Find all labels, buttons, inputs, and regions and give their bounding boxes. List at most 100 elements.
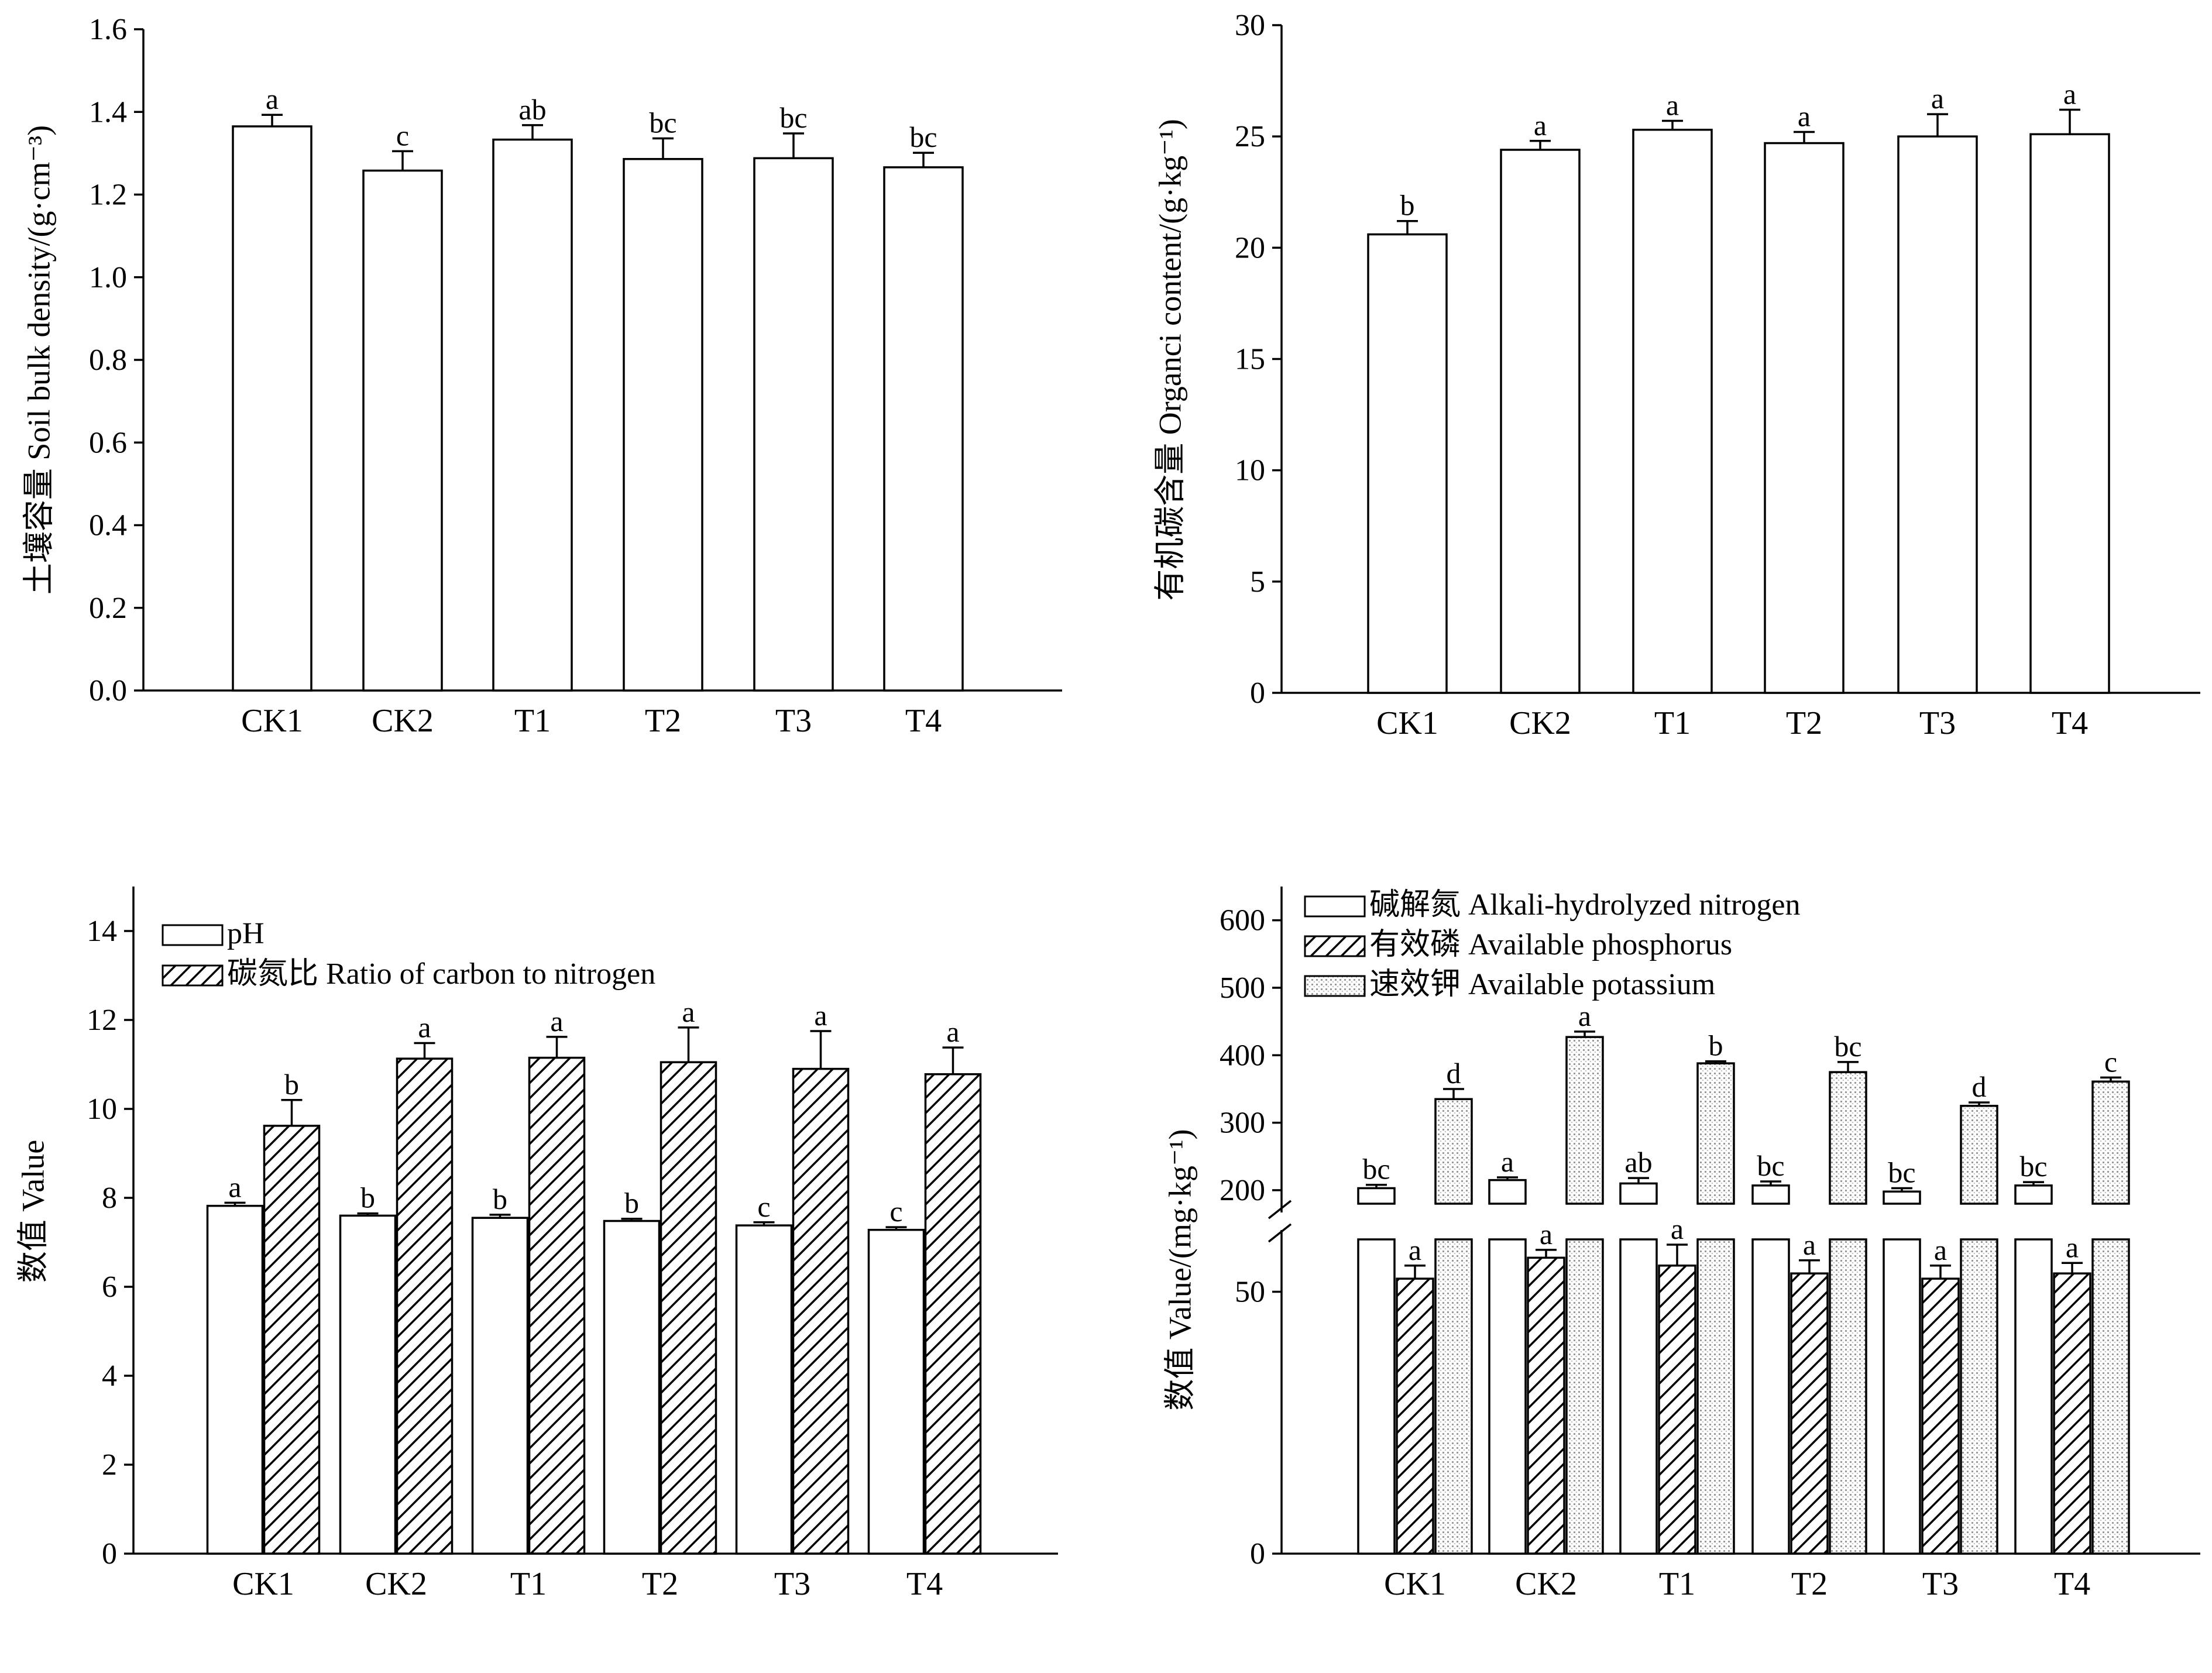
- significance-letter: bc: [2019, 1150, 2047, 1183]
- y-tick-label: 400: [1220, 1039, 1265, 1072]
- significance-letter: c: [757, 1190, 770, 1223]
- panel-available-nutrients: 0 50 200 300 400 500 600 数值 Value/(mg·kg⁻¹) CK1 C…: [1162, 887, 2200, 1602]
- x-tick-label: CK2: [1515, 1566, 1577, 1602]
- x-tick-label: T4: [906, 1566, 943, 1602]
- y-tick-label: 1.6: [89, 13, 127, 46]
- x-tick-label: T1: [1659, 1566, 1695, 1602]
- bar: [1764, 142, 1845, 694]
- x-tick-label: T1: [514, 703, 551, 739]
- significance-letter: a: [228, 1170, 241, 1203]
- significance-letter: bc: [1834, 1030, 1861, 1063]
- bar-upper-segment: [1357, 1187, 1396, 1205]
- legend-swatch: [162, 924, 224, 946]
- axis-break-mark: [1268, 1223, 1292, 1243]
- significance-letter: a: [814, 999, 827, 1032]
- bar: [1367, 233, 1448, 694]
- y-tick-label: 12: [87, 1004, 117, 1037]
- x-tick-label: CK1: [232, 1566, 294, 1602]
- bar: [396, 1057, 454, 1555]
- significance-letter: a: [1671, 1212, 1684, 1245]
- bar: [1500, 149, 1581, 694]
- bar-lower-segment: [1696, 1238, 1735, 1555]
- x-tick-label: T4: [2054, 1566, 2090, 1602]
- significance-letter: ab: [1624, 1146, 1652, 1179]
- bar-upper-segment: [1619, 1182, 1658, 1205]
- y-tick-label: 0.4: [89, 509, 127, 542]
- legend-label: 碳氮比 Ratio of carbon to nitrogen: [227, 957, 655, 991]
- legend-label: 速效钾 Available potassium: [1369, 968, 1715, 1001]
- legend-label: pH: [227, 917, 265, 950]
- bar-upper-segment: [1829, 1071, 1867, 1205]
- significance-letter: a: [1540, 1218, 1552, 1251]
- bar: [339, 1214, 397, 1555]
- y-tick-label: 5: [1250, 565, 1265, 599]
- y-axis-label: 土壤容量 Soil bulk density/(g·cm⁻³): [21, 125, 56, 595]
- bar-lower-segment: [2091, 1238, 2130, 1555]
- y-tick-label: 10: [87, 1093, 117, 1126]
- y-tick-label: 25: [1235, 120, 1265, 153]
- y-tick-label: 1.4: [89, 95, 127, 129]
- y-tick-label: 0.6: [89, 426, 127, 459]
- bar: [883, 166, 964, 692]
- bar: [362, 169, 443, 692]
- bar-lower-segment: [1883, 1238, 1921, 1555]
- y-tick-label: 20: [1235, 231, 1265, 264]
- significance-letter: b: [493, 1183, 507, 1215]
- y-tick-label: 6: [102, 1270, 117, 1304]
- x-tick-label: T3: [774, 1566, 810, 1602]
- significance-letter: b: [1400, 189, 1415, 222]
- significance-letter: a: [1409, 1234, 1421, 1266]
- x-tick-label: T4: [905, 703, 942, 739]
- significance-letter: a: [1501, 1145, 1514, 1178]
- legend-label: 有效磷 Available phosphorus: [1369, 928, 1732, 961]
- legend-swatch: [162, 964, 224, 987]
- y-tick-label: 4: [102, 1359, 117, 1393]
- y-tick-label: 2: [102, 1448, 117, 1482]
- significance-letter: bc: [1888, 1156, 1915, 1188]
- significance-letter: bc: [649, 106, 676, 139]
- bar-lower-segment: [1357, 1238, 1396, 1555]
- significance-letter: a: [266, 83, 279, 115]
- bar: [263, 1125, 321, 1555]
- significance-letter: a: [682, 995, 695, 1028]
- significance-letter: c: [396, 119, 409, 152]
- axis-break-mark: [1268, 1200, 1292, 1219]
- x-tick-label: T2: [642, 1566, 678, 1602]
- bar: [1632, 129, 1713, 694]
- bar-upper-segment: [1751, 1184, 1790, 1205]
- y-tick-label: 14: [87, 915, 117, 948]
- bar-lower-segment: [1434, 1238, 1473, 1555]
- y-axis-label: 数值 Value: [15, 1140, 50, 1283]
- significance-letter: a: [1798, 100, 1811, 133]
- x-tick-label: CK2: [1509, 705, 1571, 741]
- significance-letter: a: [1578, 999, 1591, 1032]
- x-tick-label: T1: [1654, 705, 1691, 741]
- bar: [528, 1056, 586, 1555]
- significance-letter: a: [550, 1005, 563, 1038]
- bar: [924, 1073, 982, 1555]
- bar-upper-segment: [1960, 1105, 1998, 1205]
- x-tick-label: T3: [775, 703, 812, 739]
- y-tick-label: 1.2: [89, 178, 127, 212]
- x-tick-label: T2: [645, 703, 681, 739]
- y-tick-label: 0.0: [89, 674, 127, 707]
- bar-lower-segment: [1751, 1238, 1790, 1555]
- y-tick-label: 0: [1250, 1537, 1265, 1571]
- significance-letter: a: [2066, 1231, 2079, 1263]
- y-tick-label: 50: [1235, 1276, 1265, 1309]
- x-tick-label: CK2: [365, 1566, 427, 1602]
- bar-upper-segment: [1696, 1062, 1735, 1205]
- significance-letter: a: [1934, 1234, 1947, 1266]
- bar-upper-segment: [1488, 1179, 1527, 1205]
- bar-upper-segment: [1434, 1098, 1473, 1205]
- bar-upper-segment: [1883, 1190, 1921, 1205]
- x-tick-label: CK1: [1384, 1566, 1446, 1602]
- bar: [232, 125, 312, 692]
- bar-upper-segment: [2091, 1080, 2130, 1205]
- significance-letter: a: [1931, 82, 1944, 115]
- y-axis-label: 数值 Value/(mg·kg⁻¹): [1162, 1129, 1197, 1410]
- significance-letter: d: [1447, 1057, 1461, 1090]
- significance-letter: b: [360, 1181, 375, 1214]
- bar: [206, 1204, 264, 1555]
